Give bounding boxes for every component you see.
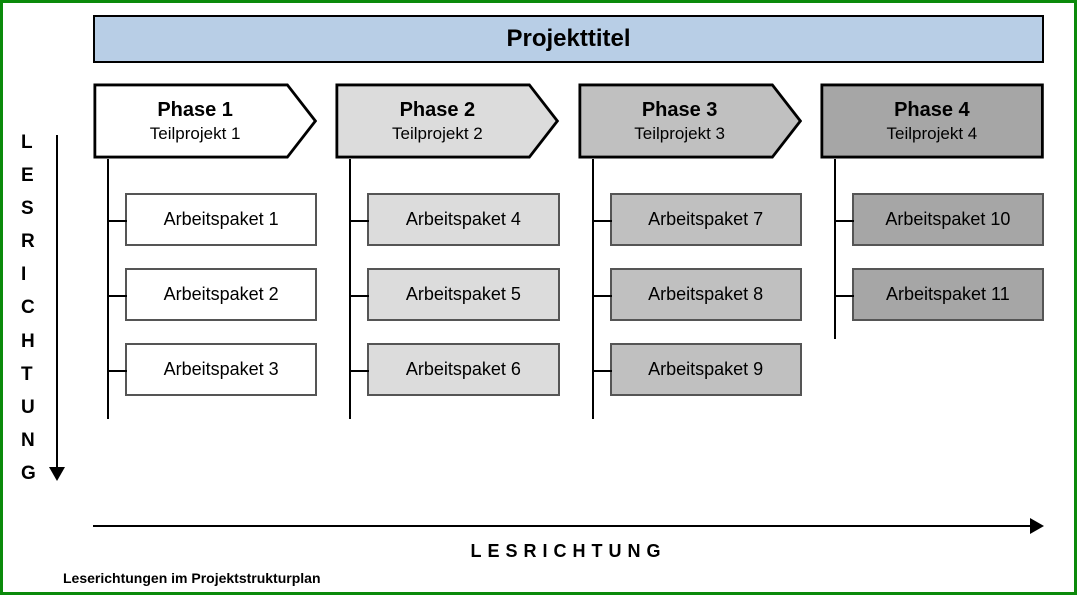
down-arrow-icon: [47, 135, 67, 481]
work-package: Arbeitspaket 8: [610, 268, 802, 321]
phase-header-text: Phase 3Teilprojekt 3: [578, 83, 782, 159]
work-package: Arbeitspaket 2: [125, 268, 317, 321]
phase-header-text: Phase 4Teilprojekt 4: [820, 83, 1044, 159]
vertical-label-letter: G: [21, 464, 36, 483]
work-package: Arbeitspaket 1: [125, 193, 317, 246]
vertical-label-letter: R: [21, 232, 36, 251]
vertical-label-letter: E: [21, 166, 36, 185]
work-package: Arbeitspaket 6: [367, 343, 559, 396]
vertical-label-letter: C: [21, 298, 36, 317]
phase-columns: Phase 1Teilprojekt 1Arbeitspaket 1Arbeit…: [93, 83, 1044, 396]
phase-name: Phase 2: [400, 98, 476, 123]
vertical-label-letter: T: [21, 365, 36, 384]
phase-name: Phase 4: [894, 98, 970, 123]
diagram-caption: Leserichtungen im Projektstrukturplan: [63, 570, 321, 586]
phase-column: Phase 2Teilprojekt 2Arbeitspaket 4Arbeit…: [335, 83, 559, 396]
phase-header-text: Phase 1Teilprojekt 1: [93, 83, 297, 159]
phase-header: Phase 2Teilprojekt 2: [335, 83, 559, 159]
phase-name: Phase 1: [157, 98, 233, 123]
vertical-label-letters: LESRICHTUNG: [21, 133, 36, 483]
vertical-label-letter: L: [21, 133, 36, 152]
vertical-reading-direction: LESRICHTUNG: [21, 133, 71, 483]
phase-column: Phase 4Teilprojekt 4Arbeitspaket 10Arbei…: [820, 83, 1044, 396]
work-packages: Arbeitspaket 10 Arbeitspaket 11: [820, 169, 1044, 321]
work-package: Arbeitspaket 9: [610, 343, 802, 396]
phase-header: Phase 4Teilprojekt 4: [820, 83, 1044, 159]
project-title: Projekttitel: [93, 15, 1044, 63]
horizontal-reading-direction: LESRICHTUNG: [93, 541, 1044, 562]
vertical-label-letter: U: [21, 398, 36, 417]
work-packages: Arbeitspaket 7 Arbeitspaket 8 Arbeitspaket…: [578, 169, 802, 396]
vertical-label-letter: H: [21, 332, 36, 351]
phase-name: Phase 3: [642, 98, 718, 123]
work-packages: Arbeitspaket 1 Arbeitspaket 2 Arbeitspaket…: [93, 169, 317, 396]
work-packages: Arbeitspaket 4 Arbeitspaket 5 Arbeitspaket…: [335, 169, 559, 396]
phase-subproject: Teilprojekt 2: [392, 123, 483, 144]
vertical-label-letter: I: [21, 265, 36, 284]
work-package: Arbeitspaket 5: [367, 268, 559, 321]
phase-column: Phase 3Teilprojekt 3Arbeitspaket 7Arbeit…: [578, 83, 802, 396]
work-package: Arbeitspaket 4: [367, 193, 559, 246]
phase-header: Phase 3Teilprojekt 3: [578, 83, 802, 159]
work-package: Arbeitspaket 10: [852, 193, 1044, 246]
right-arrow-icon: [93, 515, 1044, 537]
phase-subproject: Teilprojekt 4: [887, 123, 978, 144]
phase-subproject: Teilprojekt 3: [634, 123, 725, 144]
vertical-label-letter: S: [21, 199, 36, 218]
work-package: Arbeitspaket 3: [125, 343, 317, 396]
phase-header: Phase 1Teilprojekt 1: [93, 83, 317, 159]
diagram-frame: Projekttitel LESRICHTUNG Phase 1Teilproj…: [0, 0, 1077, 595]
phase-column: Phase 1Teilprojekt 1Arbeitspaket 1Arbeit…: [93, 83, 317, 396]
work-package: Arbeitspaket 7: [610, 193, 802, 246]
phase-subproject: Teilprojekt 1: [150, 123, 241, 144]
vertical-label-letter: N: [21, 431, 36, 450]
phase-header-text: Phase 2Teilprojekt 2: [335, 83, 539, 159]
work-package: Arbeitspaket 11: [852, 268, 1044, 321]
